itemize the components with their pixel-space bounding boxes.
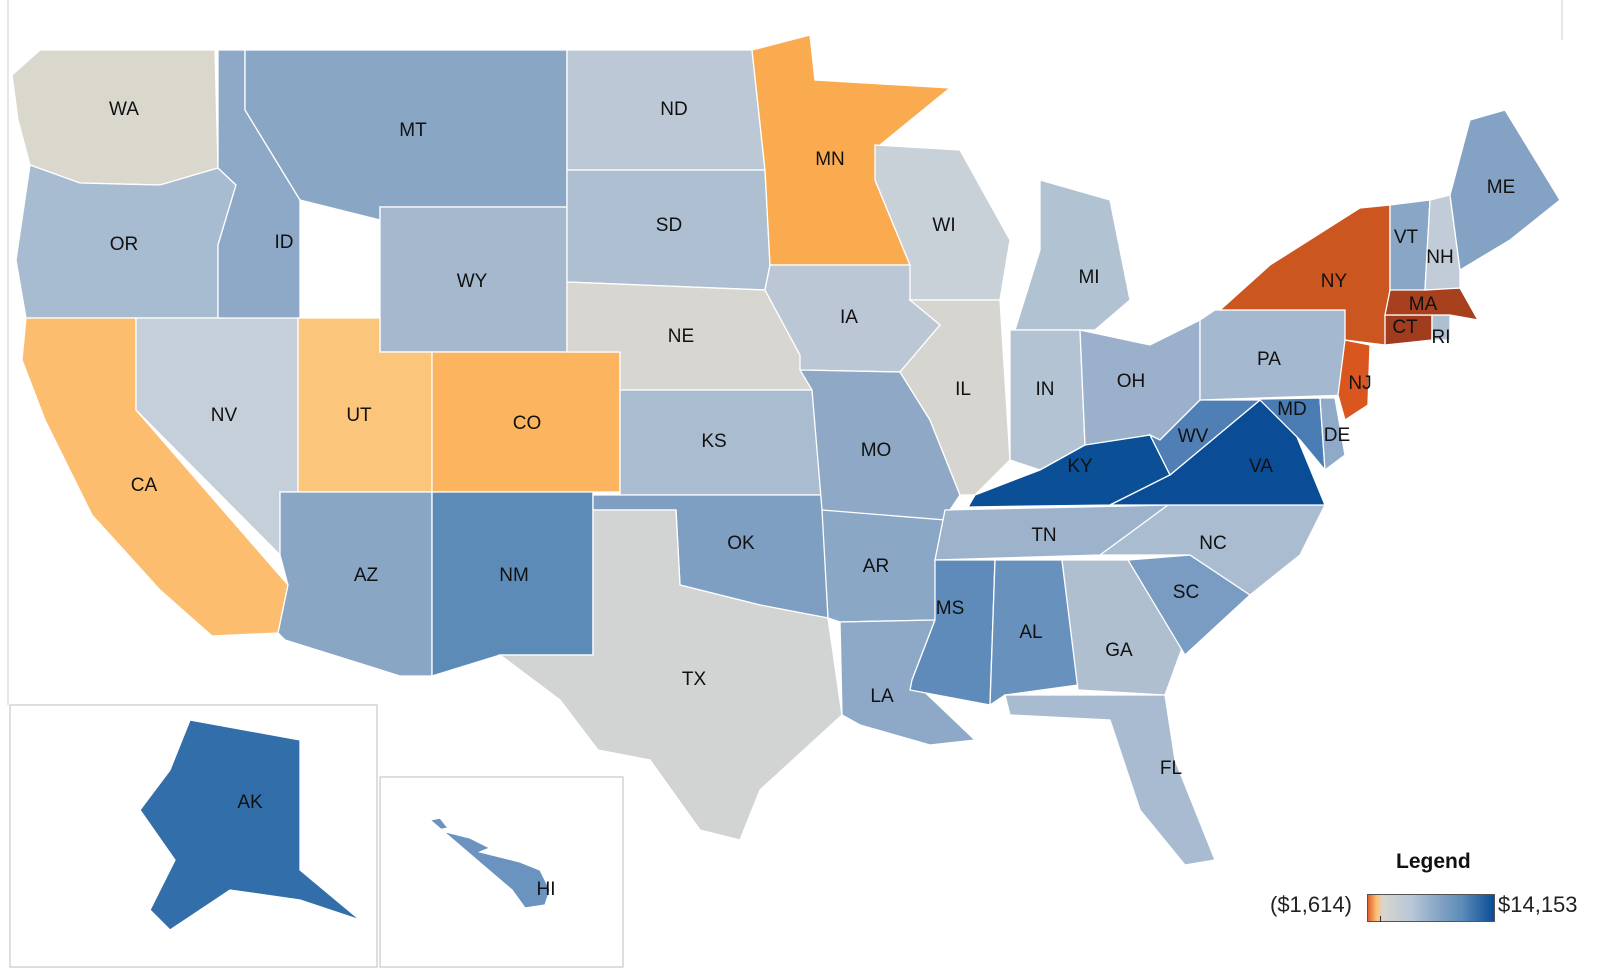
state-label-ks: KS	[701, 431, 726, 452]
state-label-ky: KY	[1067, 456, 1093, 477]
state-de[interactable]	[1319, 397, 1346, 472]
state-label-pa: PA	[1257, 349, 1281, 370]
state-label-nh: NH	[1426, 247, 1453, 268]
state-label-nd: ND	[660, 99, 687, 120]
alaska-inset-frame	[9, 704, 378, 968]
state-hi[interactable]	[428, 817, 551, 909]
state-label-ne: NE	[668, 326, 694, 347]
state-mi[interactable]	[1014, 179, 1131, 331]
state-label-mt: MT	[399, 120, 427, 141]
state-label-nj: NJ	[1348, 373, 1371, 394]
state-label-al: AL	[1019, 622, 1042, 643]
state-ak[interactable]	[139, 719, 361, 931]
state-label-ca: CA	[131, 475, 158, 496]
state-label-hi: HI	[537, 879, 556, 900]
state-label-tx: TX	[682, 669, 707, 690]
state-label-ga: GA	[1105, 640, 1133, 661]
state-label-ny: NY	[1321, 271, 1348, 292]
state-label-vt: VT	[1394, 227, 1419, 248]
state-label-az: AZ	[354, 565, 379, 586]
state-ga[interactable]	[1061, 559, 1186, 696]
state-fl[interactable]	[1004, 694, 1216, 866]
hawaii-inset-frame	[379, 776, 624, 968]
state-me[interactable]	[1449, 109, 1561, 272]
state-tx[interactable]	[498, 509, 843, 841]
state-label-oh: OH	[1117, 371, 1146, 392]
state-label-wi: WI	[932, 215, 955, 236]
state-label-mn: MN	[815, 149, 845, 170]
state-label-wa: WA	[109, 99, 139, 120]
state-label-co: CO	[513, 413, 542, 434]
state-label-in: IN	[1036, 379, 1055, 400]
state-label-mi: MI	[1078, 267, 1099, 288]
state-label-fl: FL	[1160, 758, 1182, 779]
legend: Legend ($1,614) $14,153	[1270, 850, 1590, 940]
state-label-nv: NV	[211, 405, 238, 426]
legend-min-label: ($1,614)	[1270, 892, 1352, 917]
states-layer	[11, 34, 1561, 931]
legend-max-label: $14,153	[1498, 892, 1578, 917]
state-label-ak: AK	[237, 792, 263, 813]
state-md[interactable]	[1199, 397, 1326, 472]
state-label-ma: MA	[1409, 294, 1438, 315]
state-label-il: IL	[955, 379, 971, 400]
state-label-ri: RI	[1432, 327, 1451, 348]
state-label-wv: WV	[1178, 426, 1209, 447]
state-label-nm: NM	[499, 565, 529, 586]
state-label-md: MD	[1277, 399, 1307, 420]
state-label-wy: WY	[457, 271, 488, 292]
state-label-nc: NC	[1199, 533, 1226, 554]
legend-title: Legend	[1396, 850, 1471, 873]
state-label-ar: AR	[863, 556, 889, 577]
state-label-de: DE	[1324, 425, 1350, 446]
state-nj[interactable]	[1337, 339, 1371, 422]
state-label-va: VA	[1249, 456, 1273, 477]
state-nh[interactable]	[1424, 194, 1461, 291]
state-label-sd: SD	[656, 215, 682, 236]
state-label-ok: OK	[727, 533, 755, 554]
state-label-ct: CT	[1392, 317, 1418, 338]
state-label-mo: MO	[861, 440, 892, 461]
state-al[interactable]	[989, 559, 1079, 707]
state-label-me: ME	[1487, 177, 1516, 198]
state-label-ut: UT	[346, 405, 372, 426]
state-label-ms: MS	[936, 598, 965, 619]
legend-color-bar	[1367, 894, 1495, 922]
state-label-tn: TN	[1031, 525, 1056, 546]
state-label-id: ID	[275, 232, 294, 253]
state-il[interactable]	[899, 299, 1011, 496]
state-label-la: LA	[870, 686, 894, 707]
state-label-ia: IA	[840, 307, 858, 328]
labels-layer: WA OR CA NV ID MT WY UT CO AZ NM ND SD NE KS OK TX MN IA MO…	[109, 99, 1515, 900]
state-label-sc: SC	[1173, 582, 1199, 603]
state-label-or: OR	[110, 234, 139, 255]
legend-zero-tick	[1380, 916, 1381, 922]
